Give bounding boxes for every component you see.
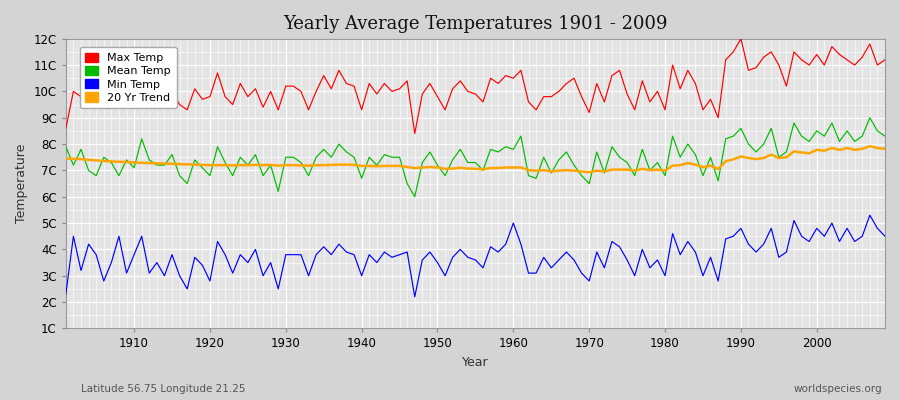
X-axis label: Year: Year [462,356,489,369]
Title: Yearly Average Temperatures 1901 - 2009: Yearly Average Temperatures 1901 - 2009 [284,15,668,33]
Legend: Max Temp, Mean Temp, Min Temp, 20 Yr Trend: Max Temp, Mean Temp, Min Temp, 20 Yr Tre… [79,47,176,108]
Y-axis label: Temperature: Temperature [15,144,28,223]
Text: worldspecies.org: worldspecies.org [794,384,882,394]
Text: Latitude 56.75 Longitude 21.25: Latitude 56.75 Longitude 21.25 [81,384,246,394]
